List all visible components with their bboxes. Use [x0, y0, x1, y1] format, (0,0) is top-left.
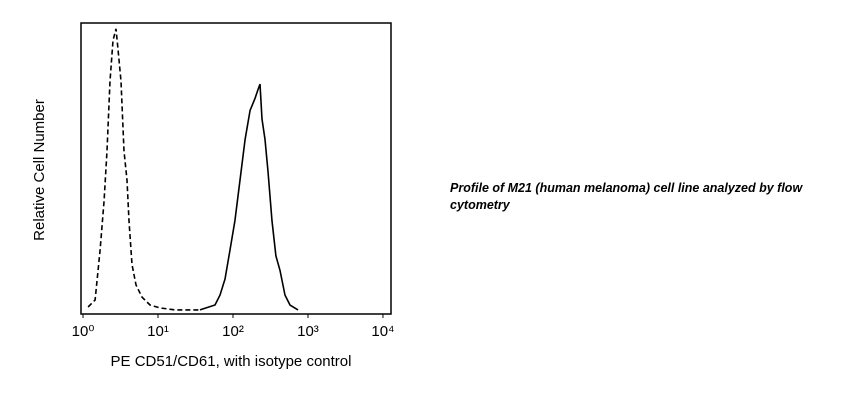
y-axis-label: Relative Cell Number: [31, 99, 48, 241]
x-tick-label: 10¹: [147, 323, 169, 340]
caption: Profile of M21 (human melanoma) cell lin…: [450, 181, 803, 212]
x-axis-label: PE CD51/CD61, with isotype control: [111, 353, 352, 370]
plot-frame: [80, 22, 392, 315]
histogram-line: [87, 28, 200, 311]
histogram-line: [199, 83, 299, 311]
x-tick-label: 10³: [297, 323, 319, 340]
x-tick-label: 10⁰: [72, 323, 95, 340]
x-tick-label: 10⁴: [371, 323, 394, 340]
x-tick-label: 10²: [222, 323, 244, 340]
